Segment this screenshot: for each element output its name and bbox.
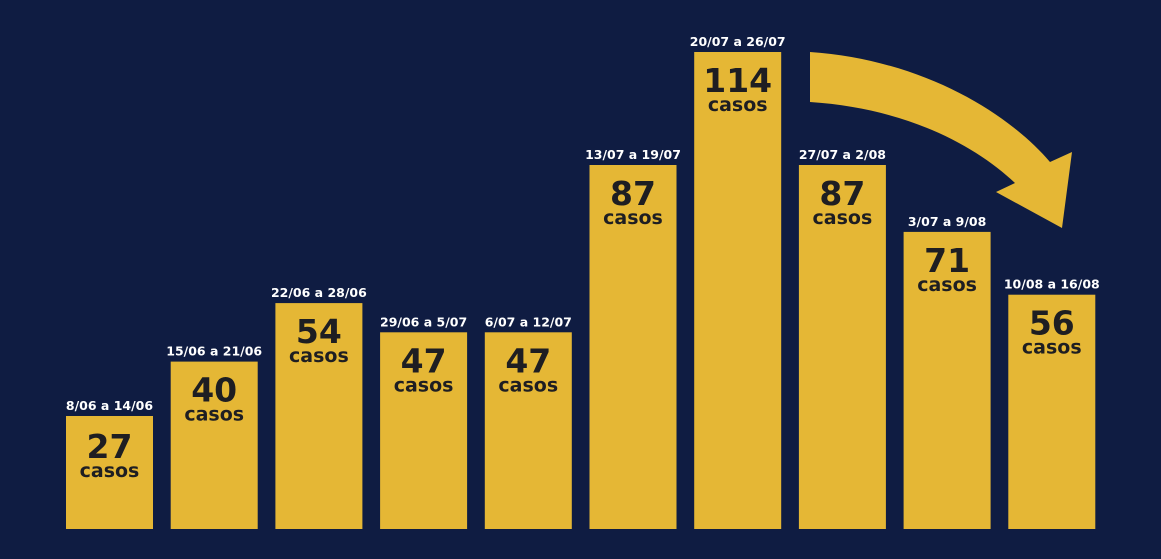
bar — [66, 416, 153, 529]
bar-value-label: 56 — [1029, 304, 1075, 343]
bar-date-label: 27/07 a 2/08 — [799, 147, 886, 162]
bar-value-label: 47 — [505, 341, 551, 380]
bar — [798, 165, 886, 529]
bar-value-label: 87 — [819, 174, 865, 213]
bar-date-label: 13/07 a 19/07 — [585, 147, 681, 162]
bar — [589, 165, 677, 529]
bar-value-label: 47 — [401, 341, 447, 380]
bar-date-label: 15/06 a 21/06 — [166, 344, 262, 359]
bar — [484, 332, 572, 529]
bar-unit-label: casos — [498, 374, 558, 396]
bar-unit-label: casos — [80, 460, 140, 482]
bar-unit-label: casos — [184, 404, 244, 426]
bar-date-label: 6/07 a 12/07 — [485, 314, 572, 329]
bar-date-label: 10/08 a 16/08 — [1004, 277, 1100, 292]
trend-arrow-icon — [810, 52, 1072, 228]
bar — [170, 361, 258, 529]
bar-unit-label: casos — [708, 94, 768, 116]
bar-date-label: 3/07 a 9/08 — [908, 214, 986, 229]
bar-value-label: 71 — [924, 241, 970, 280]
bar-date-label: 22/06 a 28/06 — [271, 285, 367, 300]
bar — [694, 52, 782, 529]
bar-value-label: 87 — [610, 174, 656, 213]
bar-date-label: 8/06 a 14/06 — [66, 398, 153, 413]
bar-value-label: 54 — [296, 312, 342, 351]
bar-unit-label: casos — [603, 207, 663, 229]
bar-date-label: 29/06 a 5/07 — [380, 314, 467, 329]
bar-value-label: 27 — [87, 427, 133, 466]
bar — [1008, 294, 1096, 529]
bar-unit-label: casos — [917, 274, 977, 296]
bar — [380, 332, 468, 529]
bar — [275, 303, 363, 529]
bar-unit-label: casos — [394, 374, 454, 396]
bar-unit-label: casos — [1022, 337, 1082, 359]
bar — [903, 231, 991, 529]
bar-value-label: 40 — [191, 371, 237, 410]
bar-date-label: 20/07 a 26/07 — [690, 34, 786, 49]
bar-value-label: 114 — [703, 61, 772, 100]
bar-unit-label: casos — [813, 207, 873, 229]
bar-unit-label: casos — [289, 345, 349, 367]
